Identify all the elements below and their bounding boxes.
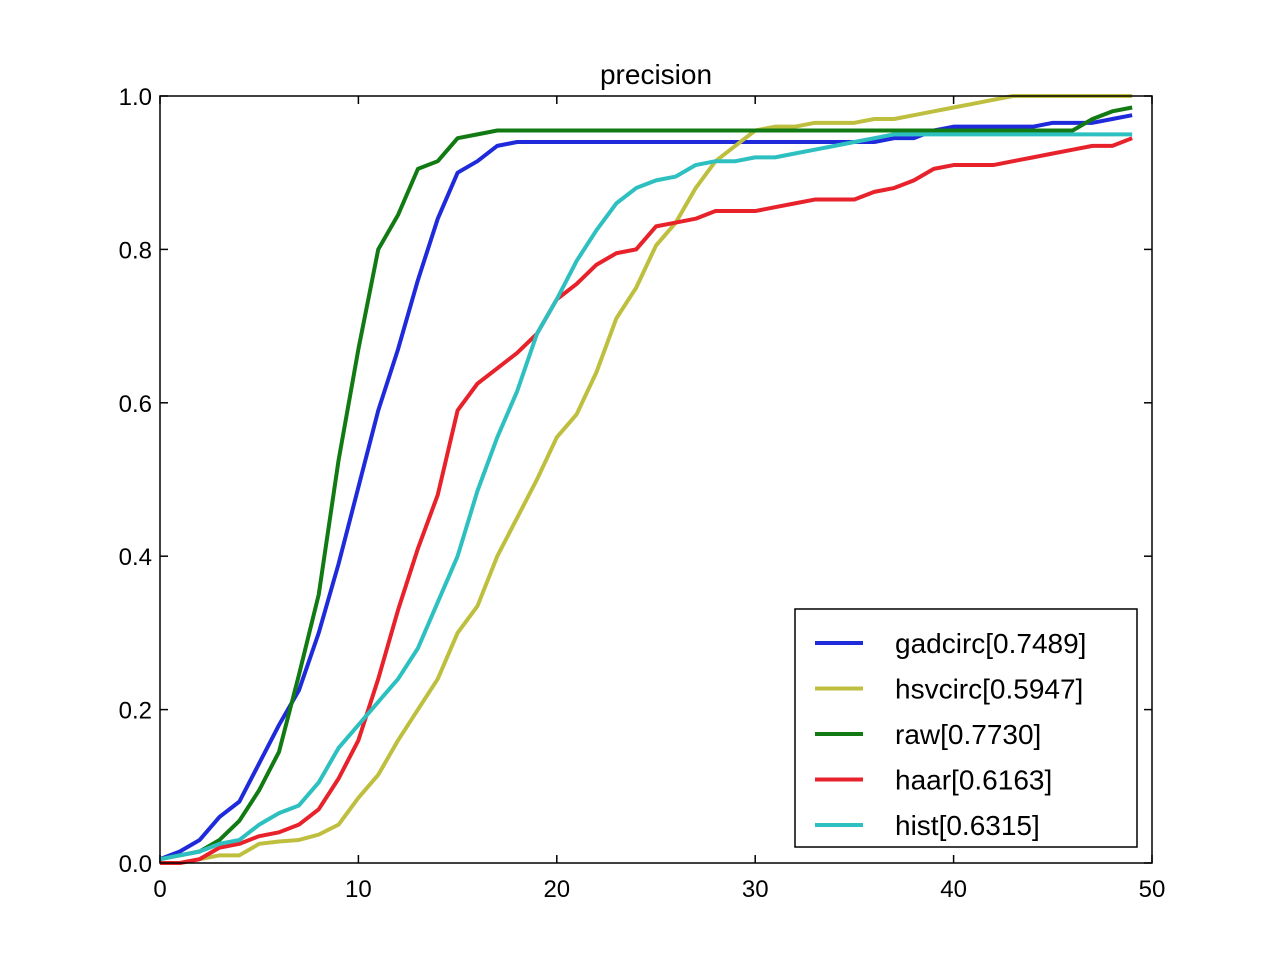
x-tick-label: 50 (1139, 876, 1166, 903)
legend-label: raw[0.7730] (895, 719, 1041, 750)
legend-box (794, 608, 1138, 848)
y-axis-ticks: 0.0 0.2 0.4 0.6 0.8 1.0 (119, 84, 1152, 878)
y-tick-label: 1.0 (119, 84, 152, 111)
series-line-0 (159, 113, 1133, 862)
x-tick-label: 40 (940, 876, 967, 903)
plot-frame (159, 95, 1153, 864)
legend-label: hist[0.6315] (895, 810, 1040, 841)
y-tick-label: 0.0 (119, 851, 152, 878)
series-line-1 (160, 94, 1133, 865)
legend: gadcirc[0.7489] hsvcirc[0.5947] raw[0.7730… (794, 608, 1138, 848)
legend-label: gadcirc[0.7489] (895, 628, 1086, 659)
series-lines (159, 94, 1133, 865)
chart-title: precision (600, 59, 712, 90)
legend-label: haar[0.6163] (895, 765, 1052, 796)
x-tick-label: 0 (153, 876, 166, 903)
y-tick-label: 0.2 (119, 698, 152, 725)
y-tick-label: 0.6 (119, 391, 152, 418)
y-tick-label: 0.8 (119, 237, 152, 264)
x-axis-ticks: 0 10 20 30 40 50 (153, 96, 1165, 903)
x-tick-label: 20 (543, 876, 570, 903)
series-line-3 (160, 136, 1133, 865)
x-tick-label: 10 (345, 876, 372, 903)
series-line-4 (159, 132, 1133, 862)
series-line-2 (159, 105, 1133, 862)
x-tick-label: 30 (742, 876, 769, 903)
y-tick-label: 0.4 (119, 544, 152, 571)
legend-label: hsvcirc[0.5947] (895, 674, 1083, 705)
